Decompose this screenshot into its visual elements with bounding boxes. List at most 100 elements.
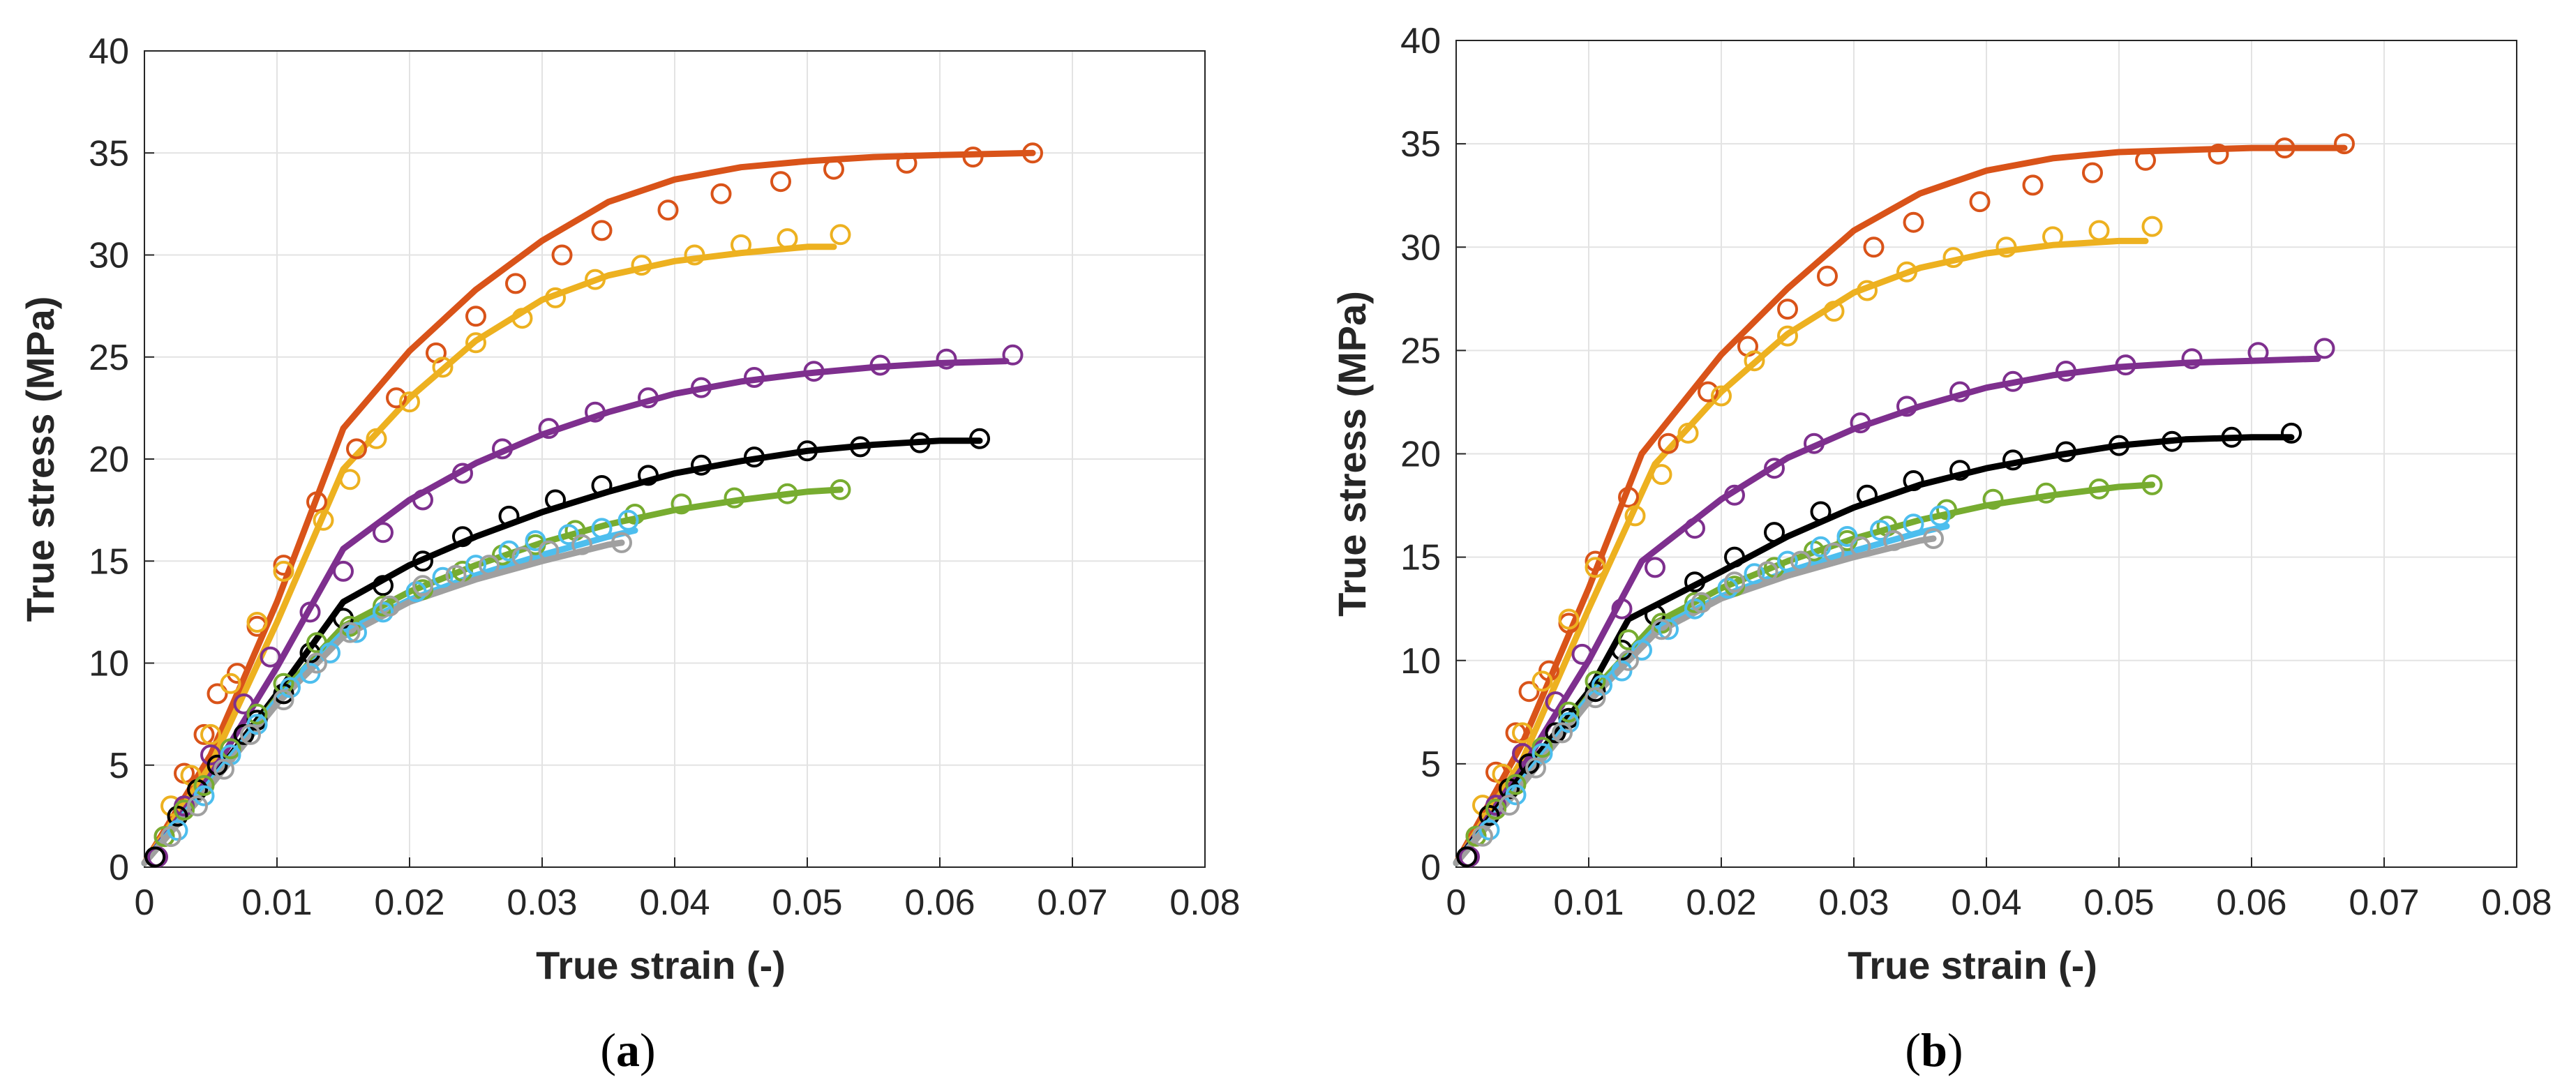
y-tick-label: 30 xyxy=(1400,227,1441,268)
data-point-purple xyxy=(744,367,765,388)
data-point-black xyxy=(909,432,931,453)
data-point-gray xyxy=(1651,619,1672,640)
data-point-black xyxy=(412,550,433,572)
data-point-orange xyxy=(1698,381,1718,403)
data-point-purple xyxy=(452,463,473,484)
data-point-green xyxy=(1558,701,1580,723)
data-point-green xyxy=(1684,592,1705,613)
data-point-gray xyxy=(1585,687,1606,709)
ticks: 0 0.01 0.02 0.03 0.04 0.05 0.06 0.07 0.08 0 5 10 15 2… xyxy=(89,31,1240,923)
data-point-orange xyxy=(207,683,228,705)
data-point-yellow xyxy=(273,560,294,582)
data-point-yellow xyxy=(731,234,751,255)
data-point-gray xyxy=(160,826,181,848)
data-point-black xyxy=(498,505,520,527)
data-point-orange xyxy=(551,244,573,266)
data-point-orange xyxy=(1538,660,1559,682)
data-point-yellow xyxy=(2088,220,2110,241)
caption-open-paren: ( xyxy=(1905,1023,1921,1076)
y-tick-label: 10 xyxy=(1400,641,1441,682)
data-point-orange xyxy=(1777,299,1798,320)
data-point-cyan xyxy=(1744,563,1765,585)
data-point-black xyxy=(744,446,765,468)
data-point-black xyxy=(2109,435,2129,456)
data-point-black xyxy=(969,428,990,449)
data-point-yellow xyxy=(1777,325,1798,347)
data-point-cyan xyxy=(1717,578,1739,599)
data-point-cyan xyxy=(1658,619,1679,640)
data-point-cyan xyxy=(1558,712,1580,733)
data-point-gray xyxy=(1724,571,1745,593)
data-point-gray xyxy=(1472,825,1493,847)
data-point-yellow xyxy=(1558,608,1580,630)
data-point-gray xyxy=(1525,757,1546,779)
data-point-purple xyxy=(2115,354,2136,376)
data-point-gray xyxy=(1850,536,1871,557)
x-tick-label: 0.08 xyxy=(2481,883,2552,923)
data-point-yellow xyxy=(1942,247,1964,269)
y-axis-label: True stress (MPa) xyxy=(1330,291,1374,617)
data-point-yellow xyxy=(1651,464,1672,486)
data-point-purple xyxy=(691,377,712,398)
y-tick-label: 20 xyxy=(89,440,129,480)
data-point-orange xyxy=(465,306,486,327)
data-point-yellow xyxy=(220,673,241,694)
data-point-gray xyxy=(379,595,400,617)
data-point-black xyxy=(2055,441,2076,463)
data-point-cyan xyxy=(373,601,394,623)
data-point-green xyxy=(193,775,215,796)
data-point-purple xyxy=(936,348,957,370)
data-point-orange xyxy=(2208,143,2229,165)
data-point-orange xyxy=(1863,236,1885,258)
data-point-gray xyxy=(1790,550,1811,572)
ticks: 0 0.01 0.02 0.03 0.04 0.05 0.06 0.07 0.08 0 5 10 15 2… xyxy=(1400,21,2552,923)
data-point-purple xyxy=(1002,344,1024,366)
x-tick-label: 0.07 xyxy=(1037,883,1107,923)
data-point-cyan xyxy=(405,581,427,603)
data-point-orange xyxy=(1969,191,1991,213)
data-point-purple xyxy=(2002,370,2023,392)
data-point-yellow xyxy=(160,795,181,817)
data-point-yellow xyxy=(366,428,387,449)
data-point-orange xyxy=(306,491,327,513)
data-point-purple xyxy=(1804,433,1825,454)
y-tick-label: 0 xyxy=(1421,848,1441,888)
data-point-green xyxy=(220,738,241,760)
data-point-black xyxy=(452,526,473,548)
series-markers-gray xyxy=(1472,528,1944,847)
data-point-orange xyxy=(1903,211,1924,233)
series-markers-orange xyxy=(153,142,1043,848)
data-point-orange xyxy=(346,438,367,460)
data-point-orange xyxy=(1618,486,1639,508)
chart-panel-a: 0 0.01 0.02 0.03 0.04 0.05 0.06 0.07 0.08 0 5 10 15 2… xyxy=(18,31,1241,1076)
data-point-orange xyxy=(1022,142,1043,164)
data-point-yellow xyxy=(1857,280,1878,301)
y-tick-label: 40 xyxy=(89,31,129,72)
data-point-purple xyxy=(492,438,513,460)
y-axis-label: True stress (MPa) xyxy=(18,296,62,622)
data-point-black xyxy=(1810,501,1832,523)
data-point-green xyxy=(1485,799,1506,820)
data-point-black xyxy=(1764,522,1785,543)
data-point-green xyxy=(1618,629,1639,651)
data-point-cyan xyxy=(1505,784,1527,806)
y-tick-label: 5 xyxy=(109,746,129,786)
data-point-cyan xyxy=(1903,513,1924,535)
data-point-orange xyxy=(1505,722,1527,744)
data-point-cyan xyxy=(432,566,454,588)
data-point-orange xyxy=(2135,149,2156,171)
data-point-yellow xyxy=(200,723,221,745)
data-point-yellow xyxy=(339,469,361,490)
data-point-black xyxy=(850,436,871,458)
y-tick-label: 25 xyxy=(89,338,129,378)
series-markers-black xyxy=(144,428,990,868)
data-point-yellow xyxy=(830,224,851,246)
data-point-green xyxy=(724,487,745,509)
data-point-yellow xyxy=(1823,301,1845,322)
data-point-cyan xyxy=(498,540,520,562)
data-point-purple xyxy=(260,646,281,668)
y-tick-label: 25 xyxy=(1400,331,1441,371)
y-tick-label: 10 xyxy=(89,644,129,684)
series-line-yellow xyxy=(141,243,837,866)
